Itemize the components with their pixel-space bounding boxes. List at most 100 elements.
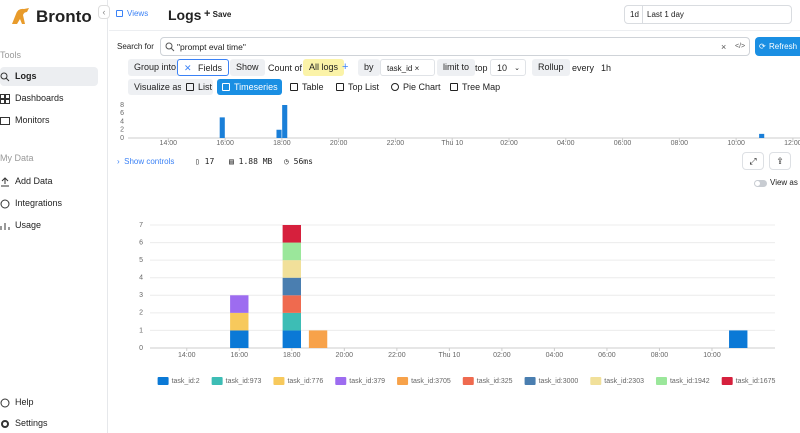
expand-button[interactable]: ⤢: [742, 152, 764, 170]
y-tick-label: 8: [120, 102, 124, 109]
show-controls[interactable]: › Show controls: [117, 157, 175, 166]
top-label: top: [475, 63, 488, 73]
nav-item[interactable]: Add Data: [0, 172, 98, 191]
legend-swatch: [211, 377, 223, 385]
legend-label: task_id:3000: [539, 378, 579, 385]
legend-label: task_id:3705: [411, 378, 451, 385]
legend-swatch: [157, 377, 169, 385]
y-tick-label: 3: [139, 292, 143, 299]
limit-select[interactable]: 10 ⌄: [490, 59, 526, 76]
bar: [276, 129, 282, 138]
view-label: Top List: [348, 82, 380, 92]
nav-item[interactable]: Usage: [0, 216, 98, 235]
x-tick-label: 08:00: [651, 352, 669, 359]
toggle[interactable]: [754, 180, 767, 187]
logo-icon: [12, 8, 29, 24]
bar-segment: [282, 225, 301, 243]
legend-label: task_id:973: [226, 378, 262, 385]
x-tick-label: 12:00: [784, 140, 800, 147]
x-tick-label: 06:00: [614, 140, 632, 147]
count-of: Count of: [268, 63, 303, 73]
legend-label: task_id:325: [477, 378, 513, 385]
x-tick-label: 18:00: [273, 140, 291, 147]
group-field[interactable]: task_id ×: [380, 59, 435, 76]
save-button[interactable]: + Save: [204, 8, 232, 20]
nav-item[interactable]: Settings: [0, 414, 98, 433]
x-tick-label: Thu 10: [441, 140, 463, 147]
page-title: Logs: [168, 7, 202, 23]
sidebar: Bronto ‹ Tools Logs Dashboards Monitors …: [0, 0, 110, 433]
search-input[interactable]: "prompt eval time" × </>: [160, 37, 750, 56]
view-button-active[interactable]: Timeseries: [217, 79, 282, 95]
clear-icon[interactable]: ×: [721, 42, 727, 52]
x-tick-label: 20:00: [336, 352, 354, 359]
nav-item[interactable]: Logs: [0, 67, 98, 86]
view-button[interactable]: Tree Map: [445, 79, 500, 95]
refresh-button[interactable]: ⟳ Refresh: [755, 37, 800, 56]
legend-swatch: [462, 377, 474, 385]
legend-swatch: [335, 377, 347, 385]
nav-item[interactable]: Help: [0, 393, 98, 412]
stat-duration: ◷ 56ms: [284, 157, 313, 166]
bar-segment: [282, 277, 301, 296]
collapse-button[interactable]: ‹: [98, 5, 110, 19]
legend-label: task_id:379: [349, 378, 385, 385]
nav-label: Dashboards: [15, 93, 64, 103]
nav-label: Monitors: [15, 115, 50, 125]
nav-label: Usage: [15, 220, 42, 230]
legend-swatch: [524, 377, 536, 385]
legend-swatch: [655, 377, 667, 385]
export-button[interactable]: ⇪: [769, 152, 791, 170]
code-icon[interactable]: </>: [735, 43, 746, 50]
all-logs[interactable]: All logs: [303, 59, 345, 76]
x-tick-label: 14:00: [178, 352, 196, 359]
view-label: Timeseries: [234, 82, 278, 92]
range-picker[interactable]: 1d Last 1 day: [624, 5, 792, 24]
x-tick-label: 16:00: [231, 352, 249, 359]
view-button[interactable]: Top List: [331, 79, 381, 95]
legend-swatch: [397, 377, 409, 385]
nav-item[interactable]: Monitors: [0, 111, 98, 130]
views-link[interactable]: Views: [127, 9, 149, 18]
x-tick-label: 22:00: [388, 352, 406, 359]
save-label: Save: [212, 10, 232, 19]
x-tick-label: 02:00: [500, 140, 518, 147]
nav-item[interactable]: Dashboards: [0, 89, 98, 108]
nav-label: Add Data: [15, 176, 53, 186]
stat-count: ▯ 17: [195, 157, 215, 166]
legend-swatch: [590, 377, 602, 385]
legend-label: task_id:2303: [604, 378, 644, 385]
section-label: Tools: [0, 50, 22, 60]
logo: Bronto: [36, 7, 92, 26]
view-label: Pie Chart: [403, 82, 441, 92]
y-tick-label: 0: [120, 135, 124, 142]
by-label: by: [358, 59, 380, 76]
bar: [219, 117, 225, 138]
bar-segment: [230, 312, 249, 331]
divider: [109, 30, 800, 31]
legend-swatch: [721, 377, 733, 385]
stat-duration-value: 56ms: [293, 157, 313, 166]
view-button[interactable]: Pie Chart: [386, 79, 442, 95]
rollup-label: Rollup: [532, 59, 570, 76]
view-button[interactable]: Table: [285, 79, 325, 95]
x-tick-label: 04:00: [557, 140, 575, 147]
y-tick-label: 2: [120, 127, 124, 134]
nav-label: Settings: [15, 418, 48, 428]
y-tick-label: 6: [120, 110, 124, 117]
y-tick-label: 5: [139, 257, 143, 264]
visualize-label: Visualize as: [128, 79, 188, 95]
views-icon: [116, 10, 123, 17]
view-button[interactable]: List: [181, 79, 213, 95]
bar-segment: [282, 242, 301, 261]
nav-label: Logs: [15, 71, 37, 81]
interval[interactable]: 1h: [601, 63, 612, 73]
nav-item[interactable]: Integrations: [0, 194, 98, 213]
legend-label: task_id:776: [287, 378, 323, 385]
nav-label: Help: [15, 397, 34, 407]
fields-button[interactable]: ✕ Fields: [177, 59, 230, 76]
add-icon[interactable]: +: [342, 61, 349, 73]
view-label: List: [198, 82, 213, 92]
group-field-label: task_id: [387, 64, 413, 73]
